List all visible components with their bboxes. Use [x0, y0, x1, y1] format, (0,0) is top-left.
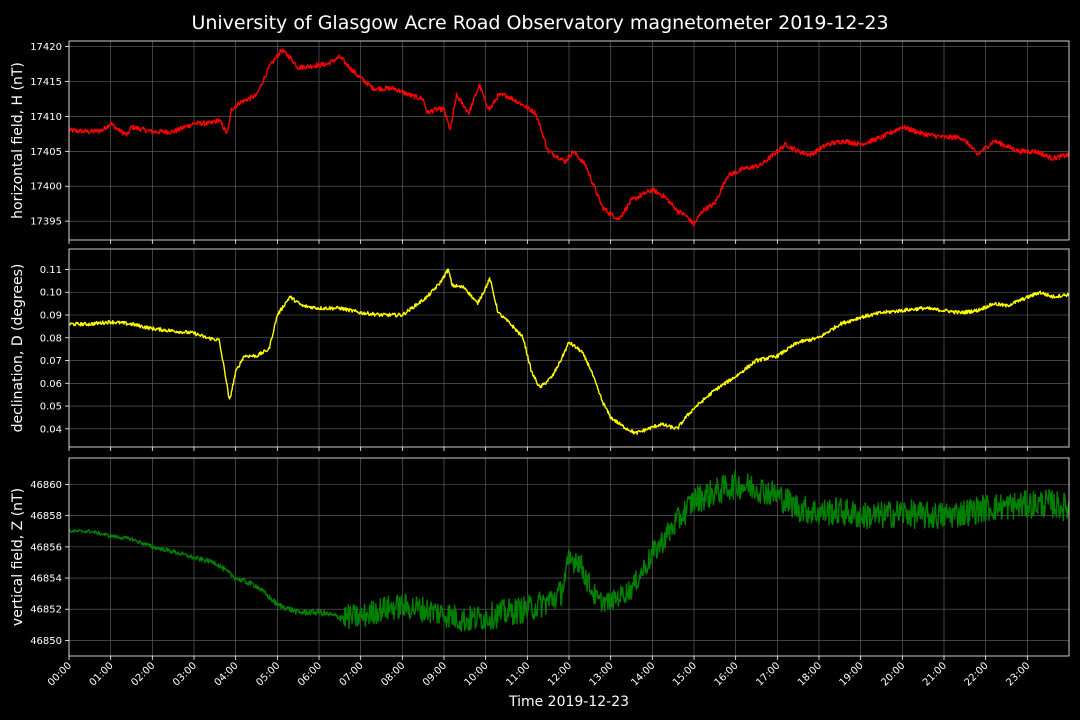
y-tick-label: 0.09: [40, 311, 62, 322]
y-tick-label: 46852: [30, 605, 62, 616]
y-tick-label: 0.08: [40, 333, 62, 344]
x-axis-label: Time 2019-12-23: [508, 694, 629, 710]
x-tick-label: 04:00: [213, 660, 241, 688]
panels: 17395 17400 17405 17410 17415 17420 horizontal…: [10, 40, 1070, 660]
x-axis-ticks: 00:00 01:00 02:00 03:00 04:00 05:00 06:00 07:00…: [46, 660, 1032, 688]
panel-frame: [68, 248, 1070, 448]
y-tick-label: 17420: [30, 42, 62, 53]
y-tick-label: 0.05: [40, 402, 62, 413]
y-tick-label: 0.07: [40, 356, 62, 367]
y-tick-label: 17405: [30, 147, 62, 158]
x-tick-label: 21:00: [921, 660, 949, 688]
y-tick-label: 17395: [30, 217, 62, 228]
y-axis-label: horizontal field, H (nT): [10, 62, 26, 219]
x-tick-label: 09:00: [421, 660, 449, 688]
x-tick-label: 08:00: [379, 660, 407, 688]
y-tick-label: 46854: [30, 574, 62, 585]
series-line-3: [69, 470, 1069, 632]
y-axis-label: declination, D (degrees): [10, 264, 26, 433]
x-tick-label: 17:00: [754, 660, 782, 688]
series-line-1: [69, 48, 1069, 227]
panel-1: 17395 17400 17405 17410 17415 17420 horizontal…: [10, 40, 1070, 244]
x-tick-label: 15:00: [671, 660, 699, 688]
x-tick-label: 19:00: [838, 660, 866, 688]
y-tick-label: 46850: [30, 636, 62, 647]
y-tick-label: 17410: [30, 112, 62, 123]
x-tick-label: 03:00: [171, 660, 199, 688]
panel-2: 0.04 0.05 0.06 0.07 0.08 0.09 0.10 0.11 declinat…: [10, 248, 1070, 451]
y-tick-label: 17415: [30, 77, 62, 88]
x-tick-label: 23:00: [1004, 660, 1032, 688]
panel-frame: [68, 40, 1070, 241]
x-tick-label: 16:00: [713, 660, 741, 688]
y-tick-label: 17400: [30, 182, 62, 193]
y-tick-label: 46858: [30, 511, 62, 522]
x-tick-label: 12:00: [546, 660, 574, 688]
y-tick-label: 0.11: [40, 265, 62, 276]
x-tick-label: 20:00: [879, 660, 907, 688]
x-tick-label: 07:00: [338, 660, 366, 688]
x-tick-label: 22:00: [963, 660, 991, 688]
y-tick-label: 46856: [30, 542, 62, 553]
y-tick-label: 0.10: [40, 288, 62, 299]
y-tick-label: 0.06: [40, 379, 62, 390]
y-tick-label: 46860: [30, 480, 62, 491]
x-tick-label: 01:00: [88, 660, 116, 688]
x-tick-label: 10:00: [463, 660, 491, 688]
y-axis-label: vertical field, Z (nT): [10, 488, 26, 626]
x-tick-label: 06:00: [296, 660, 324, 688]
x-tick-label: 05:00: [254, 660, 282, 688]
x-tick-label: 14:00: [629, 660, 657, 688]
x-tick-label: 13:00: [588, 660, 616, 688]
chart-title: University of Glasgow Acre Road Observat…: [191, 12, 888, 34]
y-tick-label: 0.04: [40, 424, 62, 435]
x-tick-label: 02:00: [129, 660, 157, 688]
x-tick-label: 00:00: [46, 660, 74, 688]
x-tick-label: 11:00: [504, 660, 532, 688]
panel-3: 46850 46852 46854 46856 46858 46860 vertical f…: [10, 457, 1070, 660]
panel-frame: [68, 457, 1070, 657]
x-tick-label: 18:00: [796, 660, 824, 688]
series-line-2: [69, 268, 1069, 435]
